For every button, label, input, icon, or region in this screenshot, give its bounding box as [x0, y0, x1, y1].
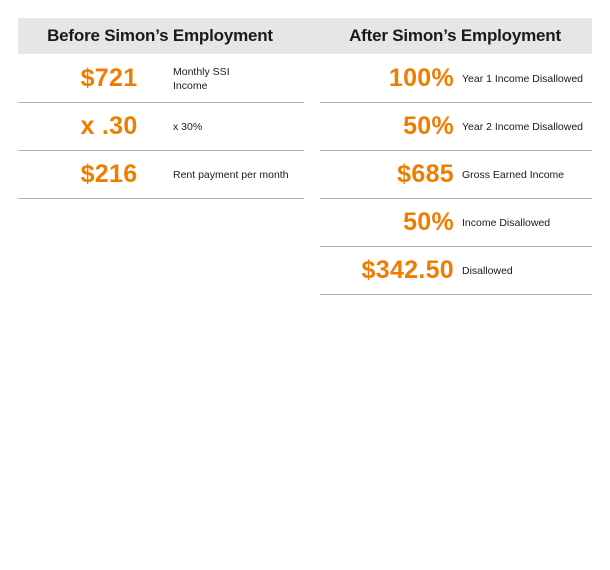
before-value: $216: [80, 160, 138, 188]
before-label-line: Income: [173, 80, 208, 92]
before-row: x .30 x 30%: [18, 103, 304, 151]
after-row: $685 Gross Earned Income: [320, 151, 592, 199]
after-row: 50% Income Disallowed: [320, 199, 592, 247]
before-value: x .30: [80, 112, 138, 140]
after-label: Income Disallowed: [462, 217, 551, 229]
after-value: $342.50: [361, 256, 454, 284]
after-label: Disallowed: [462, 265, 513, 277]
after-value: 50%: [403, 208, 454, 236]
after-value: 100%: [388, 64, 454, 92]
after-value: 50%: [403, 112, 454, 140]
before-label-line: Monthly SSI: [173, 66, 230, 78]
after-label: Gross Earned Income: [462, 169, 565, 181]
after-row: $342.50 Disallowed: [320, 247, 592, 295]
before-label: x 30%: [173, 121, 203, 133]
after-column-title: After Simon’s Employment: [349, 26, 561, 45]
before-column-title: Before Simon’s Employment: [47, 26, 273, 45]
before-label: Monthly SSI Income: [173, 65, 230, 93]
after-label: Year 1 Income Disallowed: [462, 73, 584, 85]
after-row: 100% Year 1 Income Disallowed: [320, 55, 592, 103]
after-label: Year 2 Income Disallowed: [462, 121, 584, 133]
before-row: $721 Monthly SSI Income: [18, 55, 304, 103]
before-label: Rent payment per month: [173, 169, 289, 181]
after-value: $685: [397, 160, 454, 188]
after-row: 50% Year 2 Income Disallowed: [320, 103, 592, 151]
before-value: $721: [80, 64, 138, 92]
before-row: $216 Rent payment per month: [18, 151, 304, 199]
table-header: Before Simon’s Employment After Simon’s …: [18, 18, 592, 54]
